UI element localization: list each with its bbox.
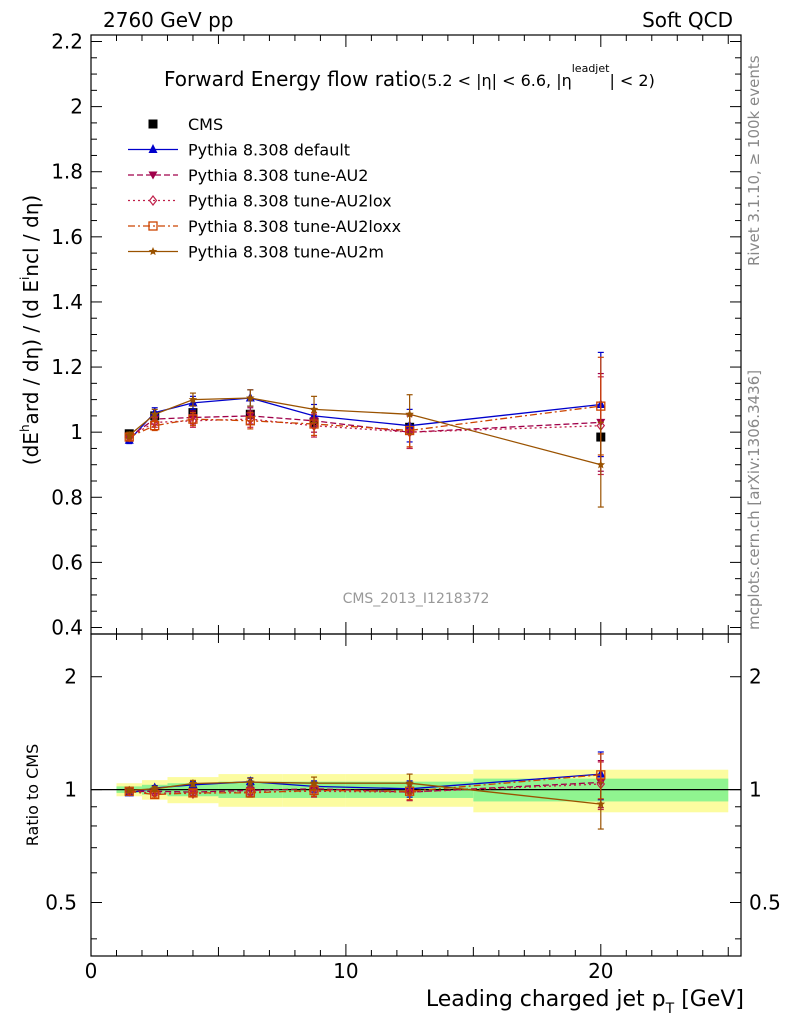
- data-point: [405, 409, 414, 418]
- data-point: [124, 430, 134, 440]
- legend-marker: [148, 247, 158, 256]
- main-y-tick-label: 0.4: [51, 615, 83, 639]
- main-y-tick-label: 0.8: [51, 485, 83, 509]
- main-y-tick-label: 1.6: [51, 225, 83, 249]
- ratio-y-tick-label: 2: [64, 665, 77, 689]
- legend-item: Pythia 8.308 tune-AU2: [128, 166, 368, 185]
- x-tick-label: 0: [85, 959, 98, 983]
- legend-label: Pythia 8.308 tune-AU2lox: [188, 192, 392, 211]
- header-right-label: Soft QCD: [642, 8, 733, 32]
- main-y-tick-label: 1.2: [51, 355, 83, 379]
- main-y-tick-label: 2.2: [51, 30, 83, 54]
- legend-marker: [148, 119, 158, 129]
- mcplots-reference-label: mcplots.cern.ch [arXiv:1306.3436]: [745, 369, 763, 630]
- main-y-ticks: [91, 41, 741, 628]
- main-series-0: [124, 408, 606, 442]
- legend-label: Pythia 8.308 tune-AU2: [188, 166, 368, 185]
- x-axis-title: Leading charged jet pT [GeV]: [426, 987, 744, 1017]
- chart-title: Forward Energy flow ratio(5.2 < |η| < 6.…: [164, 62, 655, 91]
- data-point: [596, 460, 606, 469]
- legend-item: Pythia 8.308 tune-AU2loxx: [128, 217, 401, 236]
- legend: CMS Pythia 8.308 default Pythia 8.308 tune…: [128, 115, 401, 262]
- header-left-label: 2760 GeV pp: [103, 8, 234, 32]
- series-line: [128, 418, 601, 438]
- data-point: [150, 421, 160, 431]
- data-point: [124, 785, 134, 795]
- main-y-tick-label: 1: [70, 420, 83, 444]
- data-point: [150, 784, 160, 793]
- x-ticks: [90, 35, 729, 956]
- ratio-plot-frame: [90, 633, 742, 957]
- data-point: [309, 404, 319, 414]
- analysis-watermark: CMS_2013_I1218372: [343, 591, 490, 607]
- data-point: [596, 799, 606, 808]
- ratio-y-tick-label: 0.5: [45, 890, 77, 914]
- x-tick-label: 20: [588, 959, 613, 983]
- ratio-y-axis-title: Ratio to CMS: [23, 744, 42, 846]
- ratio-y-ticks: [91, 676, 741, 940]
- main-y-tick-label: 2: [70, 95, 83, 119]
- data-point: [596, 401, 606, 411]
- series-line: [128, 397, 601, 466]
- data-point: [596, 770, 606, 780]
- main-y-tick-label: 0.6: [51, 550, 83, 574]
- data-point: [150, 409, 160, 418]
- main-series-5: [124, 389, 606, 508]
- legend-label: Pythia 8.308 tune-AU2m: [188, 243, 384, 262]
- legend-label: Pythia 8.308 default: [188, 141, 350, 160]
- x-tick-label: 10: [333, 959, 358, 983]
- data-point: [188, 779, 198, 788]
- ratio-y-tick-label-right: 1: [749, 778, 762, 802]
- data-point: [188, 788, 198, 798]
- data-point: [309, 778, 319, 787]
- data-point: [188, 395, 198, 404]
- main-y-axis-title: (dEhard / dη) / (d Eincl / dη): [18, 195, 43, 465]
- legend-item: Pythia 8.308 tune-AU2m: [128, 243, 384, 262]
- legend-item: CMS: [148, 115, 223, 134]
- data-point: [245, 416, 255, 426]
- series-line: [128, 415, 601, 438]
- data-point: [246, 777, 255, 786]
- legend-item: Pythia 8.308 default: [128, 141, 350, 160]
- legend-label: Pythia 8.308 tune-AU2loxx: [188, 217, 401, 236]
- main-y-tick-label: 1.8: [51, 160, 83, 184]
- ratio-y-tick-label: 1: [64, 778, 77, 802]
- ratio-y-tick-label-right: 2: [749, 665, 762, 689]
- data-point: [188, 788, 198, 800]
- legend-marker: [148, 171, 158, 180]
- ratio-series-4: [124, 773, 606, 830]
- legend-item: Pythia 8.308 tune-AU2lox: [128, 192, 392, 211]
- legend-marker: [148, 221, 158, 231]
- legend-marker: [148, 144, 158, 153]
- data-point: [246, 393, 255, 402]
- legend-marker: [148, 195, 158, 206]
- rivet-version-label: Rivet 3.1.10, ≥ 100k events: [745, 55, 763, 266]
- series-line: [128, 397, 601, 441]
- main-series-1: [124, 351, 606, 458]
- data-point: [188, 414, 198, 424]
- data-point: [245, 788, 255, 798]
- main-y-tick-label: 1.4: [51, 290, 83, 314]
- data-point: [405, 778, 414, 787]
- legend-label: CMS: [188, 115, 223, 134]
- ratio-y-tick-label-right: 0.5: [749, 890, 781, 914]
